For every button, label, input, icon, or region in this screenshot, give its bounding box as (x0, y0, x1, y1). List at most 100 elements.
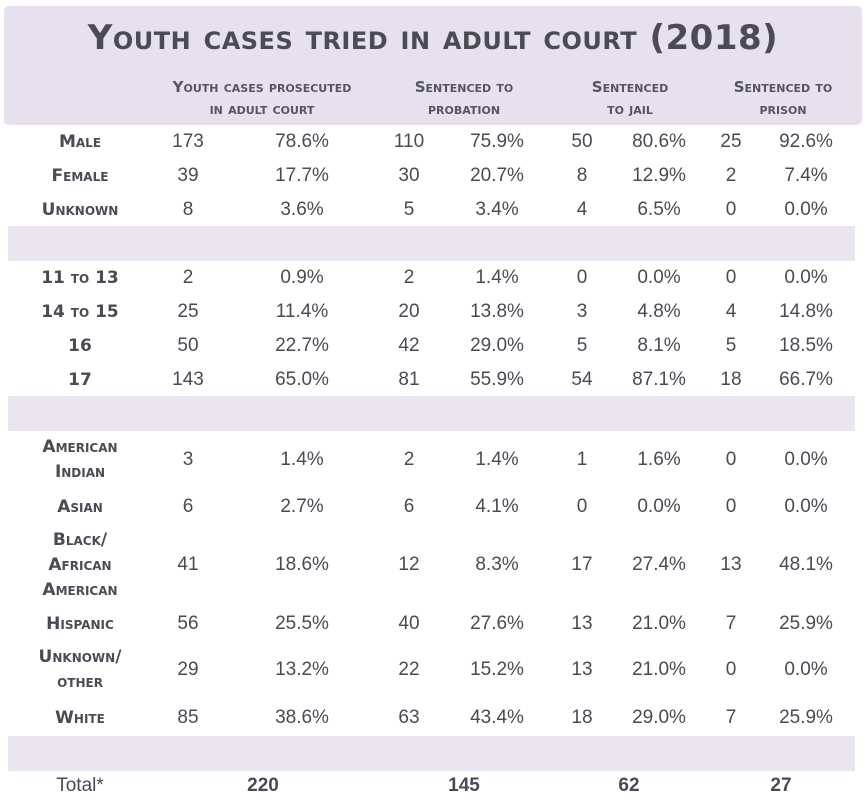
count-cell: 7 (725, 613, 737, 634)
row-label: Unknown/other (10, 645, 150, 695)
percent-cell: 92.6% (779, 131, 833, 152)
row-label-line: Asian (57, 496, 103, 517)
row-label-line: 16 (68, 335, 92, 356)
percent-cell: 18.5% (779, 335, 833, 356)
count-cell: 2 (403, 449, 415, 470)
count-cell: 173 (172, 131, 204, 152)
count-cell: 20 (398, 301, 420, 322)
count-cell: 85 (177, 707, 199, 728)
row-label-line: Black/ (52, 529, 108, 550)
column-header-line: Sentenced to (414, 78, 514, 96)
total-value: 145 (448, 775, 480, 796)
percent-cell: 21.0% (632, 613, 686, 634)
count-cell: 143 (172, 369, 204, 390)
percent-cell: 29.0% (632, 707, 686, 728)
row-label: Hispanic (10, 612, 150, 637)
section-separator-band (8, 396, 855, 431)
percent-cell: 0.0% (637, 496, 681, 517)
percent-cell: 12.9% (632, 165, 686, 186)
percent-cell: 7.4% (784, 165, 828, 186)
count-cell: 18 (571, 707, 593, 728)
percent-cell: 11.4% (275, 301, 329, 322)
percent-cell: 38.6% (275, 707, 329, 728)
count-cell: 50 (571, 131, 593, 152)
column-header-line: to jail (607, 100, 653, 118)
percent-cell: 14.8% (779, 301, 833, 322)
count-cell: 0 (725, 659, 737, 680)
column-header-line: Sentenced to (733, 78, 833, 96)
column-header-line: prison (759, 100, 807, 118)
count-cell: 5 (403, 199, 415, 220)
row-label: 14 to 15 (10, 300, 150, 325)
count-cell: 0 (725, 199, 737, 220)
percent-cell: 0.0% (784, 267, 828, 288)
column-header-probation: Sentenced to probation (382, 76, 546, 120)
count-cell: 54 (571, 369, 593, 390)
row-label: Unknown (10, 198, 150, 223)
row-label: American Indian (10, 435, 150, 485)
percent-cell: 25.9% (779, 613, 833, 634)
count-cell: 0 (725, 496, 737, 517)
count-cell: 2 (403, 267, 415, 288)
percent-cell: 4.1% (475, 496, 519, 517)
row-label: White (10, 706, 150, 731)
count-cell: 17 (571, 554, 593, 575)
column-header-line: Sentenced (591, 78, 669, 96)
page-title: Youth cases tried in adult court (2018) (87, 18, 779, 58)
total-label: Total* (56, 775, 104, 796)
percent-cell: 15.2% (470, 659, 524, 680)
row-label-line: 14 to 15 (41, 301, 119, 322)
count-cell: 40 (398, 613, 420, 634)
column-header-line: in adult court (209, 100, 315, 118)
percent-cell: 87.1% (632, 369, 686, 390)
total-value: 62 (618, 775, 640, 796)
count-cell: 3 (182, 449, 194, 470)
percent-cell: 18.6% (275, 554, 329, 575)
count-cell: 13 (571, 659, 593, 680)
percent-cell: 0.0% (784, 449, 828, 470)
row-label-line: White (55, 707, 105, 728)
percent-cell: 22.7% (275, 335, 329, 356)
percent-cell: 78.6% (275, 131, 329, 152)
column-header-prison: Sentenced to prison (712, 76, 854, 120)
row-label-line: Unknown/ (38, 647, 122, 667)
column-header-line: probation (427, 100, 501, 118)
count-cell: 50 (177, 335, 199, 356)
column-header-line: Youth cases prosecuted (172, 78, 352, 96)
count-cell: 29 (177, 659, 199, 680)
row-label: 11 to 13 (10, 266, 150, 291)
percent-cell: 3.6% (280, 199, 324, 220)
row-label-line: 11 to 13 (41, 267, 119, 288)
row-label-line: Hispanic (46, 613, 114, 634)
count-cell: 5 (725, 335, 737, 356)
percent-cell: 1.4% (475, 267, 519, 288)
percent-cell: 21.0% (632, 659, 686, 680)
count-cell: 0 (576, 496, 588, 517)
percent-cell: 75.9% (470, 131, 524, 152)
percent-cell: 80.6% (632, 131, 686, 152)
row-label-line: Male (58, 131, 102, 152)
count-cell: 6 (403, 496, 415, 517)
count-cell: 110 (393, 131, 425, 152)
count-cell: 5 (576, 335, 588, 356)
row-label: 17 (10, 368, 150, 393)
count-cell: 41 (177, 554, 199, 575)
row-label: Asian (10, 495, 150, 520)
percent-cell: 55.9% (470, 369, 524, 390)
percent-cell: 43.4% (470, 707, 524, 728)
count-cell: 13 (571, 613, 593, 634)
row-label-line: Female (51, 165, 109, 186)
percent-cell: 17.7% (275, 165, 329, 186)
percent-cell: 13.8% (470, 301, 524, 322)
percent-cell: 3.4% (475, 199, 519, 220)
percent-cell: 4.8% (637, 301, 681, 322)
percent-cell: 13.2% (275, 659, 329, 680)
count-cell: 0 (725, 267, 737, 288)
total-value: 27 (770, 775, 792, 796)
count-cell: 42 (398, 335, 420, 356)
percent-cell: 27.4% (632, 554, 686, 575)
header-banner (4, 6, 862, 125)
count-cell: 8 (182, 199, 194, 220)
percent-cell: 2.7% (280, 496, 324, 517)
count-cell: 3 (576, 301, 588, 322)
